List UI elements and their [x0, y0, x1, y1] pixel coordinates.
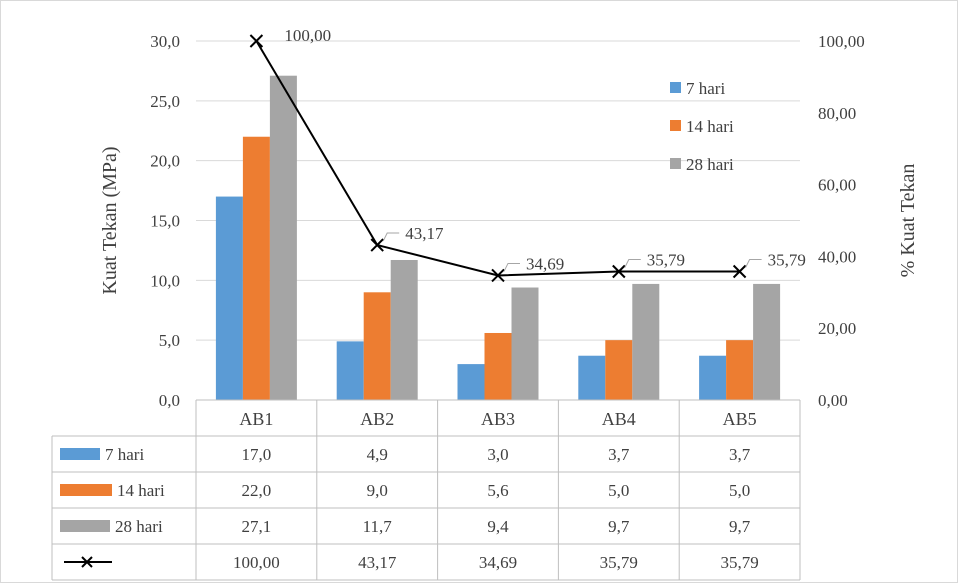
line-marker — [612, 264, 626, 279]
line-marker — [732, 264, 747, 279]
bar — [605, 340, 633, 400]
table-legend-swatch — [60, 448, 100, 460]
legend-label: 7 hari — [686, 79, 725, 98]
line-data-label: 43,17 — [405, 224, 444, 243]
x-category-label: AB3 — [481, 409, 515, 429]
x-category-label: AB5 — [723, 409, 757, 429]
line-data-label: 35,79 — [647, 251, 685, 270]
line-marker — [491, 268, 505, 283]
label-leader — [624, 259, 641, 268]
bar — [390, 259, 418, 400]
table-cell: 9,4 — [487, 517, 509, 536]
bar — [578, 355, 606, 400]
label-leader — [745, 259, 762, 268]
table-row-label: 14 hari — [117, 481, 165, 500]
table-cell: 4,9 — [367, 445, 388, 464]
table-cell: 3,7 — [729, 445, 751, 464]
y-tick-label: 25,0 — [150, 92, 180, 111]
y-tick-label: 5,0 — [159, 331, 180, 350]
table-cell: 34,69 — [479, 553, 517, 572]
bar — [511, 287, 539, 400]
legend-swatch — [670, 82, 681, 93]
bar — [699, 355, 727, 400]
y2-tick-label: 100,00 — [818, 32, 865, 51]
legend-label: 14 hari — [686, 117, 734, 136]
y-tick-label: 10,0 — [150, 271, 180, 290]
table-cell: 5,0 — [729, 481, 750, 500]
line-data-label: 100,00 — [284, 26, 331, 45]
bar — [336, 341, 364, 400]
table-cell: 100,00 — [233, 553, 280, 572]
table-cell: 43,17 — [358, 553, 397, 572]
y2-axis-title: % Kuat Tekan — [897, 164, 919, 278]
line-data-label: 34,69 — [526, 254, 564, 273]
x-category-label: AB4 — [602, 409, 636, 429]
table-legend-swatch — [60, 484, 112, 496]
table-cell: 9,0 — [367, 481, 388, 500]
legend-label: 28 hari — [686, 155, 734, 174]
table-cell: 22,0 — [242, 481, 272, 500]
line-data-label: 35,79 — [768, 251, 806, 270]
table-cell: 3,7 — [608, 445, 630, 464]
table-cell: 5,6 — [487, 481, 508, 500]
bar — [269, 75, 297, 400]
line-series — [255, 40, 740, 277]
bar — [484, 332, 512, 400]
bar — [363, 292, 391, 400]
y-tick-label: 30,0 — [150, 32, 180, 51]
table-line-key-marker — [81, 556, 93, 568]
label-leader — [503, 262, 520, 272]
y2-tick-label: 0,00 — [818, 391, 848, 410]
table-cell: 9,7 — [729, 517, 751, 536]
line-marker — [370, 238, 384, 252]
y2-tick-label: 40,00 — [818, 247, 856, 266]
table-legend-swatch — [60, 520, 110, 532]
y-tick-label: 20,0 — [150, 152, 180, 171]
bar — [753, 283, 781, 400]
label-leader — [382, 232, 400, 242]
y2-tick-label: 80,00 — [818, 104, 856, 123]
bar — [457, 364, 485, 400]
y2-tick-label: 60,00 — [818, 176, 856, 195]
y2-tick-label: 20,00 — [818, 319, 856, 338]
bar — [215, 196, 243, 400]
legend-swatch — [670, 120, 681, 131]
x-category-label: AB1 — [239, 409, 273, 429]
y-axis-title: Kuat Tekan (MPa) — [99, 146, 121, 294]
table-cell: 11,7 — [363, 517, 393, 536]
bar — [632, 283, 660, 400]
table-cell: 27,1 — [242, 517, 272, 536]
legend-swatch — [670, 158, 681, 169]
table-cell: 35,79 — [600, 553, 638, 572]
table-row-label: 28 hari — [115, 517, 163, 536]
table-cell: 35,79 — [720, 553, 758, 572]
x-category-label: AB2 — [360, 409, 394, 429]
table-cell: 5,0 — [608, 481, 629, 500]
y-tick-label: 0,0 — [159, 391, 180, 410]
y-tick-label: 15,0 — [150, 212, 180, 231]
table-cell: 17,0 — [242, 445, 272, 464]
table-cell: 3,0 — [487, 445, 508, 464]
table-row-label: 7 hari — [105, 445, 144, 464]
line-marker — [249, 34, 264, 48]
table-cell: 9,7 — [608, 517, 630, 536]
bar — [726, 340, 754, 400]
bar — [242, 136, 270, 400]
